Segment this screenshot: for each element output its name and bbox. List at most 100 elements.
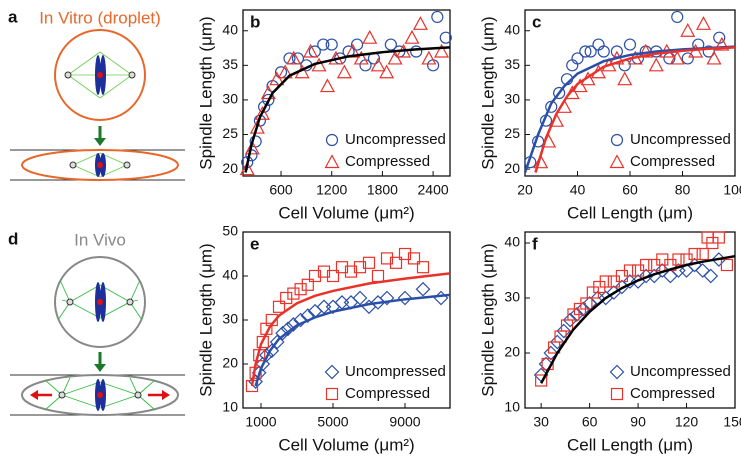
y-tick-label: 20 [504,344,520,360]
point [384,38,397,51]
y-axis-title: Spindle Length (μm) [196,16,215,169]
point [389,256,403,269]
point [308,269,322,283]
point [617,71,633,86]
fit-line [250,272,451,387]
point [248,374,263,389]
fit-line [244,46,451,173]
point [720,258,734,272]
legend-label: Uncompressed [630,131,731,148]
point [398,247,412,261]
point [623,38,637,51]
y-tick-label: 10 [222,399,238,415]
point [433,290,449,306]
x-tick-label: 9000 [389,414,420,430]
point [362,256,376,269]
point [336,64,352,79]
legend-label: Uncompressed [630,363,731,380]
y-tick-label: 30 [222,91,238,107]
legend-marker [610,133,624,147]
point [316,299,332,315]
point [335,261,349,274]
point [269,334,285,350]
point [264,343,280,359]
point [259,347,274,363]
plot-frame [242,9,451,177]
y-tick-label: 30 [504,91,520,107]
legend-marker [610,387,624,401]
diagram-title: In Vivo [74,230,126,249]
point [680,22,696,37]
point [258,100,271,113]
point [303,43,319,58]
point [286,50,302,65]
fit-line [540,254,736,384]
point [427,59,440,72]
x-tick-label: 1200 [316,182,347,198]
y-tick-label: 20 [222,160,238,176]
point [575,301,591,317]
point [362,29,378,44]
point [256,335,269,349]
point [638,43,654,58]
point [301,278,314,291]
point [371,269,385,283]
point [535,374,548,387]
point [703,268,719,284]
point [688,247,701,261]
point [584,45,597,58]
point [434,43,450,58]
point [387,50,403,65]
point [317,265,331,278]
point [277,64,293,79]
point [317,38,330,51]
legend-label: Uncompressed [345,363,446,380]
point [239,161,255,176]
point [353,50,369,65]
point [255,356,271,372]
x-tick-label: 5000 [317,414,348,430]
x-axis-title: Cell Volume (μm²) [278,203,414,222]
point [244,140,260,155]
point [669,50,685,65]
panel-label: e [250,234,259,253]
panel-label: c [532,12,541,31]
point [714,36,730,51]
legend-marker [325,133,339,147]
point [543,345,559,361]
point [431,10,444,24]
y-tick-label: 20 [222,355,238,371]
y-tick-label: 40 [504,21,520,37]
point [370,57,386,72]
point [696,247,709,261]
in-vivo-diagram [10,256,185,416]
legend-marker [324,364,340,380]
point [350,38,364,51]
point [623,264,637,277]
point [334,295,350,310]
y-tick-label: 25 [504,125,520,141]
point [286,317,301,332]
y-tick-label: 35 [504,56,520,72]
x-tick-label: 600 [269,182,293,198]
point [326,269,340,283]
point [556,323,572,339]
point [407,252,421,265]
droplet-diagram [10,29,185,181]
y-tick-label: 30 [222,311,238,327]
point [681,52,694,65]
panel-label: a [8,7,18,26]
point [379,64,395,79]
fit-line [534,46,736,173]
x-axis-title: Cell Length (μm) [567,435,693,454]
x-tick-label: 120 [675,414,699,430]
x-tick-label: 20 [517,182,533,198]
point [410,45,423,58]
point [269,71,285,86]
x-tick-label: 40 [570,182,586,198]
point [325,38,338,51]
y-tick-label: 50 [222,223,238,239]
point [254,105,270,120]
